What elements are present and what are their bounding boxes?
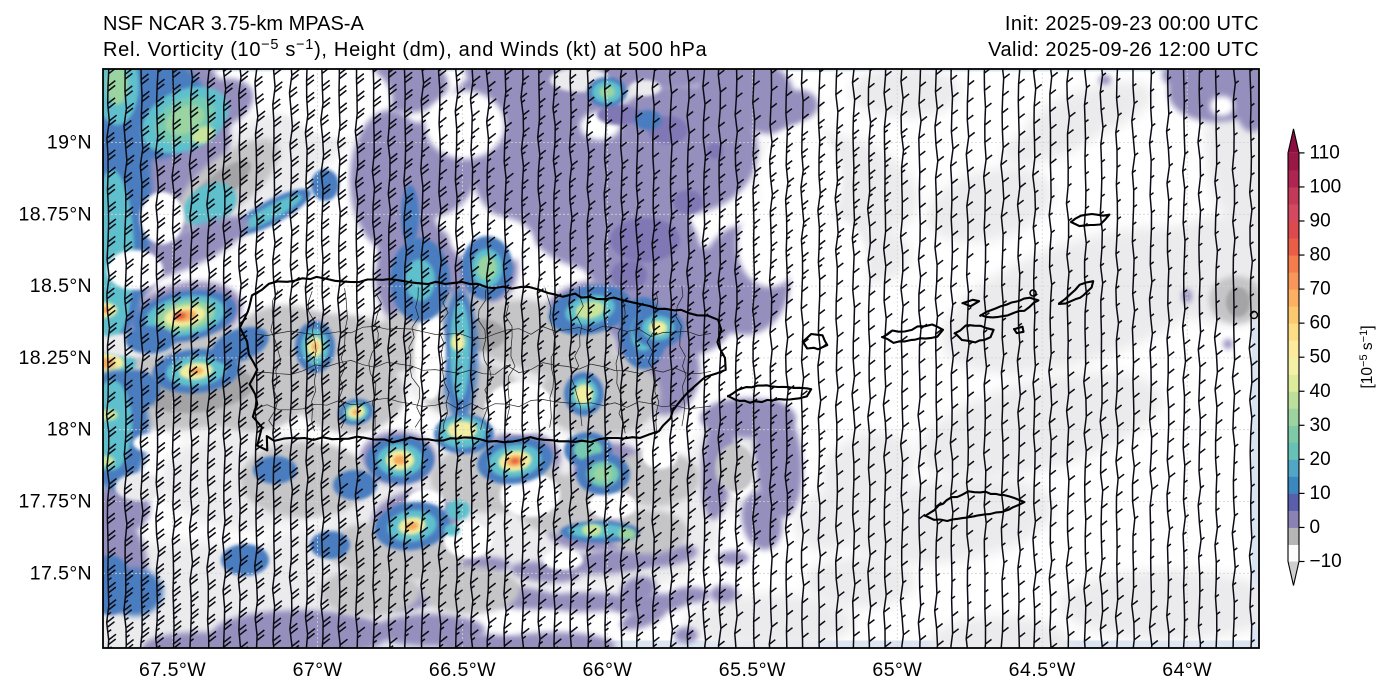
svg-text:18°N: 18°N bbox=[47, 419, 92, 441]
svg-text:70: 70 bbox=[1310, 279, 1331, 300]
svg-text:17.75°N: 17.75°N bbox=[19, 491, 92, 513]
svg-text:30: 30 bbox=[1310, 415, 1331, 436]
svg-text:60: 60 bbox=[1310, 313, 1331, 334]
svg-text:64°W: 64°W bbox=[1162, 659, 1212, 681]
svg-text:Rel. Vorticity (10−5 s−1), Hei: Rel. Vorticity (10−5 s−1), Height (dm), … bbox=[103, 37, 708, 61]
svg-text:80: 80 bbox=[1310, 245, 1331, 266]
svg-text:50: 50 bbox=[1310, 347, 1331, 368]
svg-text:90: 90 bbox=[1310, 211, 1331, 232]
svg-text:67°W: 67°W bbox=[293, 659, 343, 681]
svg-text:−10: −10 bbox=[1310, 551, 1342, 572]
svg-text:110: 110 bbox=[1310, 142, 1340, 163]
svg-text:66.5°W: 66.5°W bbox=[429, 659, 496, 681]
svg-text:19°N: 19°N bbox=[47, 132, 92, 154]
svg-text:65°W: 65°W bbox=[872, 659, 922, 681]
svg-text:Valid: 2025-09-26 12:00 UTC: Valid: 2025-09-26 12:00 UTC bbox=[988, 39, 1259, 61]
svg-text:17.5°N: 17.5°N bbox=[30, 562, 92, 584]
svg-text:40: 40 bbox=[1310, 381, 1331, 402]
svg-text:100: 100 bbox=[1310, 176, 1342, 197]
svg-text:18.5°N: 18.5°N bbox=[30, 275, 92, 297]
svg-text:10: 10 bbox=[1310, 483, 1331, 504]
svg-text:0: 0 bbox=[1310, 517, 1321, 538]
svg-text:18.75°N: 18.75°N bbox=[19, 203, 92, 225]
svg-text:66°W: 66°W bbox=[582, 659, 632, 681]
svg-text:20: 20 bbox=[1310, 449, 1331, 470]
svg-text:Init: 2025-09-23 00:00 UTC: Init: 2025-09-23 00:00 UTC bbox=[1005, 13, 1259, 35]
svg-text:65.5°W: 65.5°W bbox=[719, 659, 786, 681]
svg-text:NSF NCAR 3.75-km MPAS-A: NSF NCAR 3.75-km MPAS-A bbox=[103, 13, 364, 35]
svg-text:64.5°W: 64.5°W bbox=[1009, 659, 1076, 681]
svg-text:18.25°N: 18.25°N bbox=[19, 347, 92, 369]
svg-text:67.5°W: 67.5°W bbox=[139, 659, 206, 681]
